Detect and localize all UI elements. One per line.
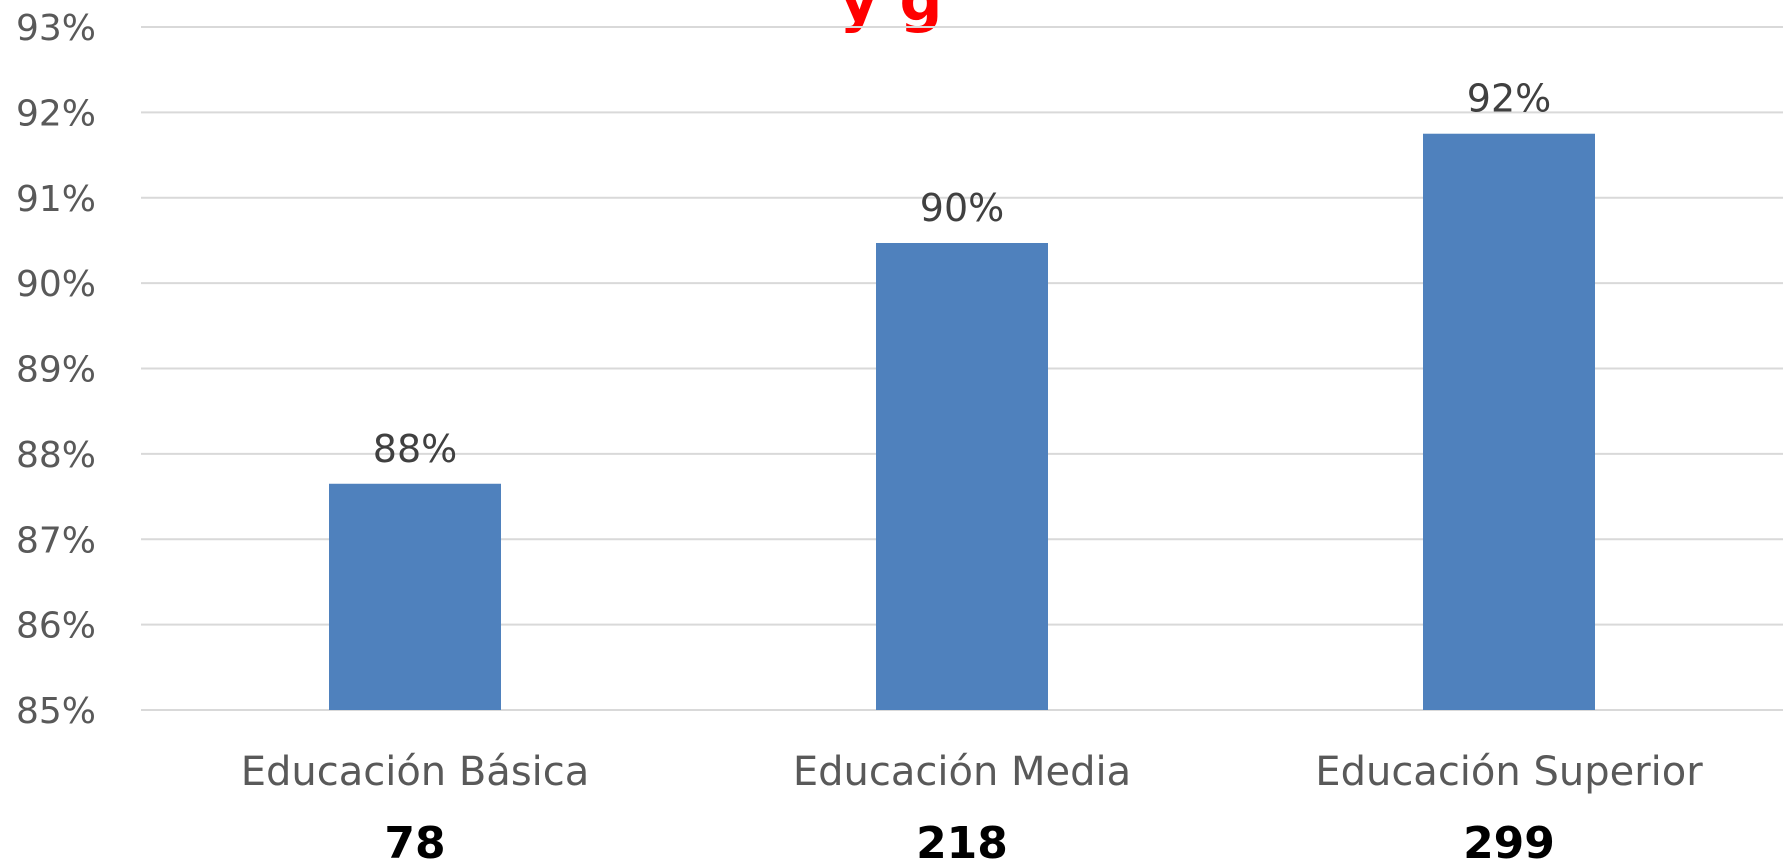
- y-tick-label: 87%: [16, 520, 96, 561]
- y-axis-ticks: 85% 86% 87% 88% 89% 90% 91% 92% 93%: [16, 8, 96, 732]
- data-label: 88%: [373, 427, 457, 471]
- chart-title-group: y g: [840, 0, 943, 35]
- count-labels: 78 218 299: [384, 818, 1555, 864]
- category-label: Educación Básica: [241, 749, 590, 795]
- chart-title: y g: [840, 0, 943, 35]
- data-labels: 88% 90% 92%: [373, 77, 1551, 471]
- data-label: 90%: [920, 186, 1004, 230]
- category-label: Educación Superior: [1315, 749, 1703, 795]
- y-tick-label: 91%: [16, 179, 96, 220]
- count-label: 218: [916, 818, 1008, 864]
- y-tick-label: 92%: [16, 93, 96, 134]
- category-labels: Educación Básica Educación Media Educación…: [241, 749, 1704, 795]
- y-tick-label: 88%: [16, 435, 96, 476]
- count-label: 299: [1463, 818, 1555, 864]
- category-label: Educación Media: [793, 749, 1131, 795]
- bar: [329, 483, 501, 710]
- bar: [1423, 133, 1595, 710]
- y-tick-label: 93%: [16, 8, 96, 49]
- y-tick-label: 90%: [16, 264, 96, 305]
- data-label: 92%: [1467, 77, 1551, 121]
- bar: [876, 242, 1048, 710]
- y-tick-label: 86%: [16, 606, 96, 647]
- count-label: 78: [384, 818, 445, 864]
- y-tick-label: 85%: [16, 691, 96, 732]
- bars: [329, 133, 1595, 710]
- y-tick-label: 89%: [16, 350, 96, 391]
